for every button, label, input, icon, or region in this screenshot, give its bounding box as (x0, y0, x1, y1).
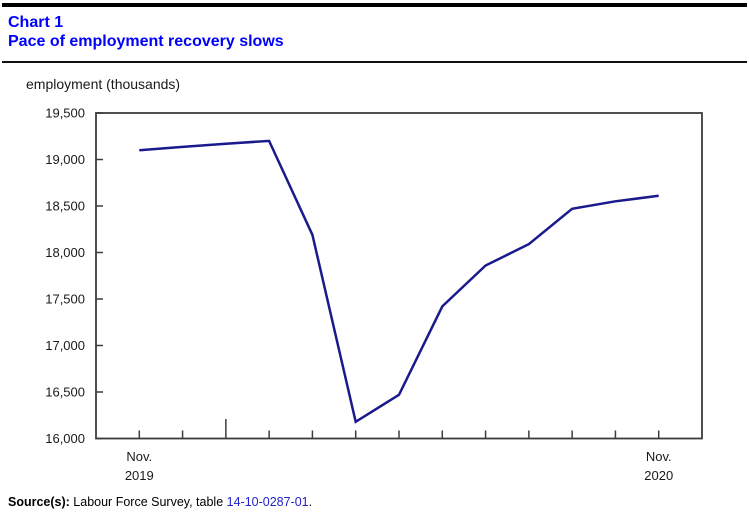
source-suffix: . (308, 495, 313, 509)
title-rule (2, 61, 747, 63)
y-tick-label: 17,000 (45, 338, 85, 353)
employment-line (139, 139, 659, 424)
y-tick-label: 18,000 (45, 245, 85, 260)
x-tick-label-month: Nov. (126, 449, 152, 464)
chart-header: Chart 1 Pace of employment recovery slow… (8, 13, 284, 51)
source-label: Source(s): (8, 495, 70, 509)
top-rule (2, 3, 747, 7)
y-axis-title: employment (thousands) (26, 76, 181, 92)
source-table-link[interactable]: 14-10-0287-01 (226, 495, 309, 509)
plot-frame (95, 112, 703, 440)
chart-title: Pace of employment recovery slows (8, 33, 284, 50)
x-tick-label-year: 2019 (125, 468, 154, 483)
chart-number: Chart 1 (8, 14, 64, 31)
source-text: Labour Force Survey, table (69, 495, 227, 509)
source-line: Source(s): Labour Force Survey, table 14… (8, 495, 312, 509)
y-tick-label: 16,000 (45, 431, 85, 446)
x-tick-label-month: Nov. (646, 449, 672, 464)
y-tick-label: 19,000 (45, 152, 85, 167)
y-tick-label: 17,500 (45, 292, 85, 307)
y-tick-label: 19,500 (45, 106, 85, 121)
x-tick-label-year: 2020 (644, 468, 673, 483)
y-tick-label: 16,500 (45, 385, 85, 400)
y-tick-label: 18,500 (45, 199, 85, 214)
